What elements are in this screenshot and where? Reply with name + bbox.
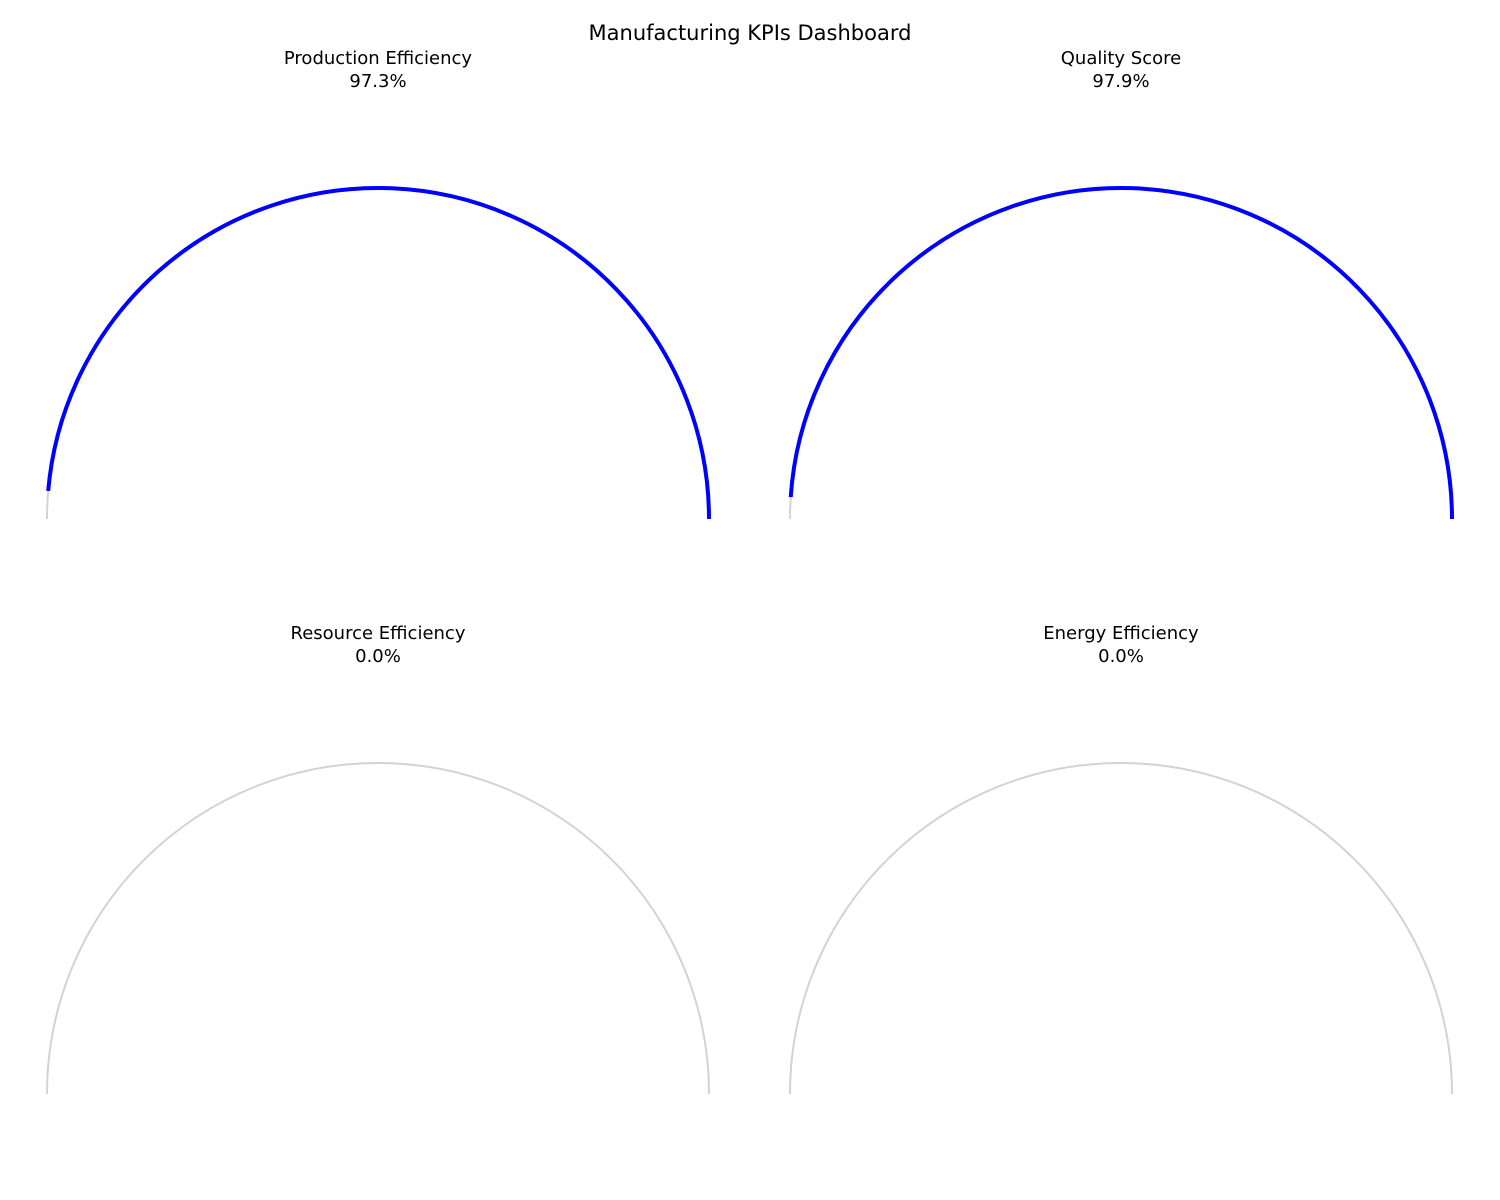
gauge-track (46, 762, 710, 1095)
gauge-value-label: 97.3% (349, 71, 407, 92)
gauge-panel-production-efficiency: Production Efficiency 97.3% (0, 0, 750, 580)
gauge-fill-arc (788, 186, 1454, 520)
gauge-panel-resource-efficiency: Resource Efficiency 0.0% (0, 575, 750, 1155)
gauge-panel-quality-score: Quality Score 97.9% (743, 0, 1493, 580)
gauge-title: Resource Efficiency (290, 623, 466, 644)
gauge-panel-energy-efficiency: Energy Efficiency 0.0% (743, 575, 1493, 1155)
gauge-chart (789, 762, 1453, 1095)
gauge-track (46, 187, 710, 520)
gauge-value-label: 97.9% (1092, 71, 1150, 92)
gauge-title: Quality Score (1060, 48, 1182, 69)
gauge-title: Production Efficiency (283, 48, 473, 69)
gauge-fill-arc (46, 186, 711, 520)
dashboard-title: Manufacturing KPIs Dashboard (588, 21, 912, 45)
gauge-track (789, 762, 1453, 1095)
gauge-track (789, 187, 1453, 520)
gauge-chart (46, 186, 711, 520)
gauge-title: Energy Efficiency (1043, 623, 1199, 644)
gauge-value-label: 0.0% (1098, 646, 1144, 667)
gauge-chart (46, 762, 710, 1095)
gauge-chart (788, 186, 1454, 520)
gauge-value-label: 0.0% (355, 646, 401, 667)
